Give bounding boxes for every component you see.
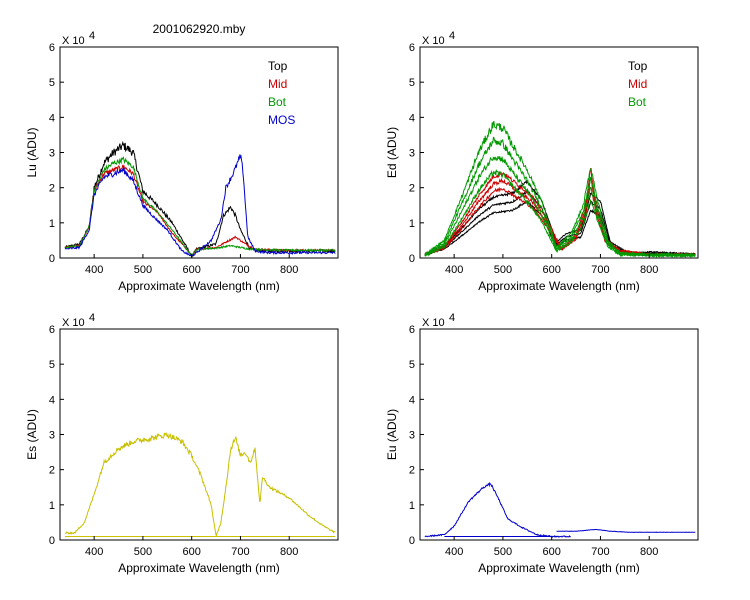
x-tick-label: 500 [134,264,152,276]
x-tick-label: 700 [231,546,249,558]
x-axis-label: Approximate Wavelength (nm) [478,561,640,575]
figure-title: 2001062920.mby [153,22,246,36]
series-bot-4-line [424,168,696,258]
series-group [64,432,336,537]
y-tick-label: 4 [409,394,415,406]
series-top-line [64,140,336,258]
chart-panel-2: 0 1 2 3 4 5 6 400 500 600 700 800 X 10 4 Approximate W… [385,30,699,293]
series-group [424,481,696,538]
x-tick-label: 600 [543,264,561,276]
y-multiplier: X 10 [62,35,85,47]
y-tick-label: 2 [409,183,415,195]
series-bot-2-line [424,136,696,258]
y-tick-label: 1 [49,218,55,230]
chart-panel-3: 0 1 2 3 4 5 6 400 500 600 700 800 X 10 4 Approximate W… [25,312,339,575]
y-axis-label: Eu (ADU) [385,409,399,460]
y-tick-label: 4 [409,112,415,124]
y-tick-label: 1 [49,500,55,512]
x-tick-label: 800 [280,264,298,276]
series-top-3-line [424,201,696,257]
series-mid-line [64,164,336,257]
x-tick-label: 400 [85,546,103,558]
x-tick-label: 700 [231,264,249,276]
y-tick-label: 6 [49,42,55,54]
chart-panel-4: 0 1 2 3 4 5 6 400 500 600 700 800 X 10 4 Approximate W… [385,312,699,575]
series-2-line [556,528,696,533]
legend: Top Mid Bot [628,59,648,109]
series-mos-line [64,154,336,257]
series-1-line [424,481,571,538]
y-tick-label: 4 [49,112,55,124]
x-tick-label: 600 [543,546,561,558]
plot-frame [59,46,339,259]
y-tick-label: 4 [49,394,55,406]
y-tick-label: 5 [49,359,55,371]
legend-entry-mid: Mid [268,77,287,91]
y-tick-label: 6 [409,324,415,336]
y-tick-label: 1 [409,218,415,230]
y-tick-label: 2 [49,183,55,195]
plot-frame [419,328,699,541]
y-tick-label: 0 [49,535,55,547]
series-group [424,120,696,258]
series-group [64,140,336,258]
y-multiplier: X 10 [422,35,445,47]
y-tick-label: 0 [49,253,55,265]
x-tick-label: 500 [134,546,152,558]
x-tick-label: 400 [445,264,463,276]
y-multiplier-exponent: 4 [89,30,95,42]
x-axis-label: Approximate Wavelength (nm) [118,561,280,575]
x-tick-label: 800 [280,546,298,558]
series-bot-1-line [424,120,696,257]
x-axis-label: Approximate Wavelength (nm) [118,279,280,293]
y-axis-label: Lu (ADU) [25,127,39,177]
legend-entry-bot: Bot [268,95,287,109]
legend-entry-top: Top [268,59,288,73]
y-tick-label: 3 [409,430,415,442]
y-tick-label: 2 [409,465,415,477]
x-tick-label: 700 [591,264,609,276]
y-multiplier: X 10 [422,317,445,329]
y-axis-label: Ed (ADU) [385,127,399,178]
y-multiplier-exponent: 4 [449,312,455,324]
x-tick-label: 600 [183,264,201,276]
legend-entry-top: Top [628,59,648,73]
y-tick-label: 3 [409,148,415,160]
legend: Top Mid Bot MOS [268,59,295,127]
x-tick-label: 600 [183,546,201,558]
y-tick-label: 1 [409,500,415,512]
x-tick-label: 500 [494,546,512,558]
chart-panel-1: 0 1 2 3 4 5 6 400 500 600 700 800 X 10 4 Approximate W… [25,30,339,293]
y-multiplier: X 10 [62,317,85,329]
y-tick-label: 3 [49,148,55,160]
legend-entry-bot: Bot [628,95,647,109]
legend-entry-mos: MOS [268,113,295,127]
y-axis-label: Es (ADU) [25,409,39,460]
plot-frame [59,328,339,541]
y-tick-label: 6 [49,324,55,336]
x-tick-label: 700 [591,546,609,558]
y-tick-label: 3 [49,430,55,442]
x-tick-label: 800 [640,546,658,558]
y-tick-label: 6 [409,42,415,54]
x-tick-label: 800 [640,264,658,276]
y-multiplier-exponent: 4 [449,30,455,42]
x-axis-label: Approximate Wavelength (nm) [478,279,640,293]
y-tick-label: 5 [409,77,415,89]
x-tick-label: 400 [445,546,463,558]
y-tick-label: 2 [49,465,55,477]
y-tick-label: 0 [409,253,415,265]
series-1-line [64,432,336,537]
y-tick-label: 5 [409,359,415,371]
y-tick-label: 5 [49,77,55,89]
y-multiplier-exponent: 4 [89,312,95,324]
legend-entry-mid: Mid [628,77,647,91]
x-tick-label: 500 [494,264,512,276]
y-tick-label: 0 [409,535,415,547]
x-tick-label: 400 [85,264,103,276]
